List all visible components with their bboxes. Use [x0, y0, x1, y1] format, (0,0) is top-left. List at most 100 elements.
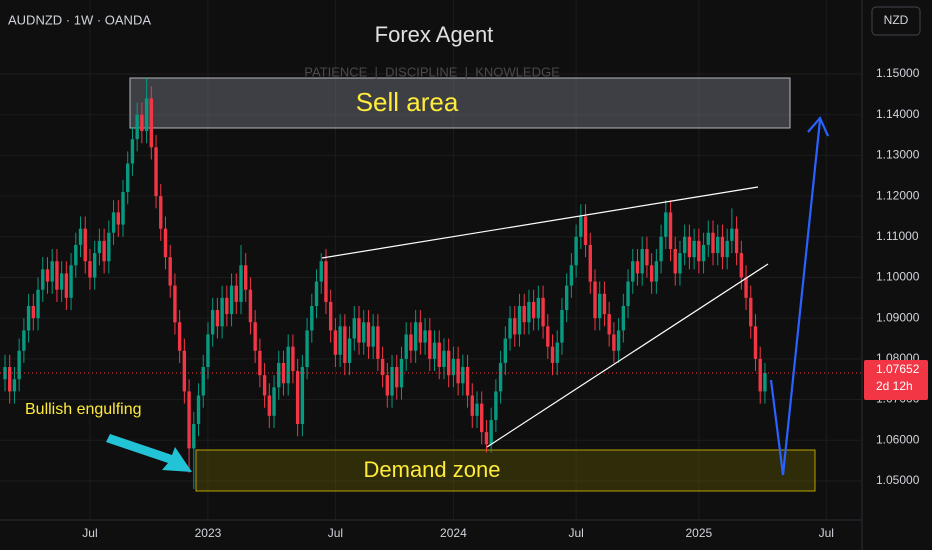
projection-arrow	[769, 119, 822, 476]
candle-body	[343, 326, 347, 363]
candle-body	[300, 367, 305, 424]
candle-body	[409, 334, 413, 351]
candle-body	[626, 281, 630, 306]
candle-body	[248, 289, 253, 323]
lower-trendline	[486, 263, 769, 448]
engulfing-arrow	[106, 434, 192, 472]
candle-body	[187, 391, 191, 449]
y-tick-label: 1.15000	[876, 66, 920, 80]
candle-body	[258, 350, 262, 376]
candle-body	[69, 265, 73, 298]
candle-body	[8, 367, 12, 392]
candle-body	[295, 371, 300, 424]
currency[interactable]: NZD	[884, 13, 909, 27]
candle-body	[31, 305, 36, 319]
sell-zone	[129, 77, 791, 129]
candle-body	[281, 362, 286, 384]
candle-body	[338, 326, 342, 355]
candle-body	[3, 367, 7, 380]
candle-body	[664, 212, 668, 237]
candle-body	[579, 216, 583, 237]
candle-body	[668, 212, 673, 250]
engulfing-label: Bullish engulfing	[25, 401, 142, 418]
candle-body	[215, 310, 220, 327]
candle-body	[621, 305, 626, 331]
candle-body	[484, 432, 489, 445]
candle-body	[385, 375, 390, 396]
candle-body	[418, 322, 423, 343]
candle-body	[758, 358, 762, 392]
candle-body	[59, 273, 64, 290]
y-tick-label: 1.13000	[876, 148, 920, 162]
x-tick-label: Jul	[328, 526, 343, 540]
candle-body	[253, 322, 257, 351]
candle-body	[144, 98, 149, 132]
candle-body	[92, 253, 97, 278]
candle-body	[357, 318, 361, 343]
candle-body	[541, 297, 545, 327]
candle-body	[168, 257, 172, 286]
candle-body	[701, 244, 706, 262]
candle-body	[333, 330, 338, 355]
currency-box[interactable]	[871, 6, 921, 36]
candle-body	[126, 163, 130, 193]
candle-body	[749, 297, 753, 327]
candle-body	[522, 305, 526, 323]
candle-body	[55, 261, 59, 290]
candle-body	[267, 395, 272, 416]
candles	[0, 78, 862, 490]
candle-body	[631, 261, 635, 282]
candle-body	[74, 244, 78, 266]
candle-body	[574, 236, 578, 266]
candle-body	[121, 192, 125, 225]
candle-body	[531, 301, 536, 319]
candle-body	[225, 297, 229, 315]
candle-body	[564, 285, 569, 311]
candle-body	[17, 350, 21, 380]
projection-arrowhead	[807, 115, 830, 137]
candle-body	[635, 261, 640, 274]
candle-body	[130, 139, 135, 164]
candle-body	[390, 367, 394, 396]
countdown-label: 2d 12h	[876, 379, 913, 393]
candle-body	[413, 322, 418, 351]
candle-body	[277, 362, 281, 388]
candle-body	[550, 346, 555, 363]
candle-body	[730, 228, 734, 241]
candle-body	[583, 216, 588, 245]
candle-body	[371, 326, 375, 347]
candle-body	[607, 314, 611, 335]
candle-body	[395, 367, 399, 388]
candle-body	[163, 228, 168, 258]
candle-body	[645, 249, 649, 266]
candle-body	[366, 322, 371, 347]
grid	[0, 0, 862, 520]
candle-body	[734, 228, 739, 254]
candle-body	[598, 293, 602, 319]
chart-subtitle: PATIENCE | DISCIPLINE | KNOWLEDGE	[304, 64, 560, 79]
candle-body	[149, 98, 154, 148]
candle-body	[508, 318, 512, 339]
x-tick-label: 2025	[685, 526, 712, 540]
candle-body	[210, 310, 215, 335]
x-tick-label: Jul	[819, 526, 834, 540]
candle-body	[154, 147, 158, 197]
candle-body	[206, 334, 210, 368]
y-tick-label: 1.06000	[876, 432, 920, 446]
y-tick-label: 1.12000	[876, 188, 920, 202]
candle-body	[560, 310, 564, 343]
symbol: AUDNZD · 1W · OANDA	[8, 12, 151, 27]
candle-body	[41, 269, 45, 290]
candle-body	[192, 423, 196, 449]
candle-body	[569, 265, 574, 286]
y-tick-label: 1.10000	[876, 270, 920, 284]
candle-body	[229, 285, 234, 315]
candle-body	[244, 265, 248, 290]
candle-body	[36, 289, 40, 319]
candle-body	[234, 285, 238, 302]
candle-body	[305, 330, 309, 368]
last-price-box	[864, 360, 928, 401]
candle-body	[470, 395, 474, 416]
x-tick-label: Jul	[82, 526, 97, 540]
candle-body	[706, 232, 710, 245]
